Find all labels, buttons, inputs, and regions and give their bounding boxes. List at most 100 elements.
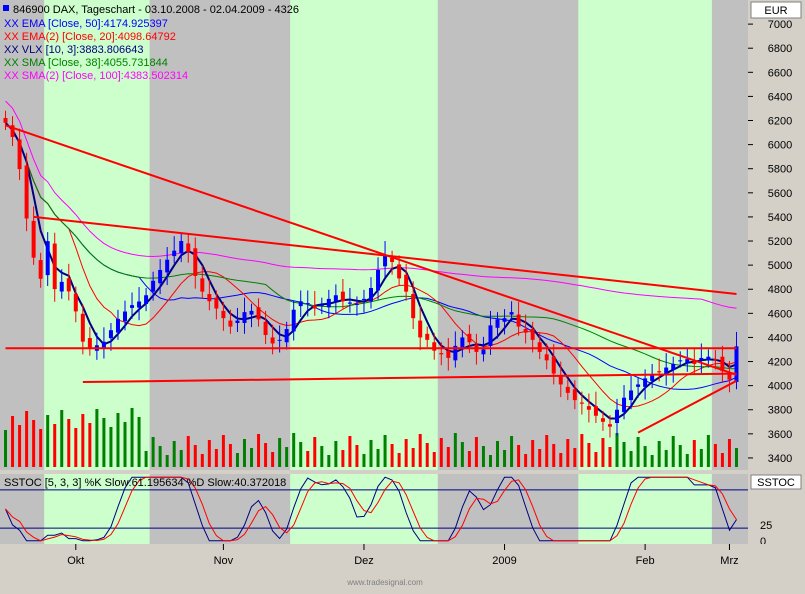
candle-body (80, 313, 85, 342)
candle-body (713, 359, 718, 361)
price-tick-label: 4000 (768, 381, 792, 393)
volume-bar (151, 437, 155, 467)
volume-bar (102, 418, 106, 467)
candle-body (727, 373, 732, 380)
volume-bar (165, 455, 169, 467)
candle-body (411, 294, 416, 319)
price-tick-label: 3600 (768, 429, 792, 441)
volume-bar (545, 435, 549, 467)
candle-body (235, 320, 240, 323)
candle-body (397, 264, 402, 279)
oscillator-legend: SSTOC [5, 3, 3] %K Slow:61.195634 %D Slo… (4, 477, 286, 489)
volume-bar (228, 444, 232, 467)
candle-body (186, 243, 191, 252)
currency-box (750, 1, 802, 19)
month-band (290, 0, 438, 470)
volume-bar (285, 447, 289, 467)
candle-body (31, 220, 36, 258)
volume-bar (706, 435, 710, 467)
month-band (578, 474, 712, 544)
volume-bar (179, 450, 183, 467)
candle-body (284, 329, 289, 343)
volume-bar (186, 436, 190, 467)
oscillator-tick-label: 0 (760, 536, 766, 548)
candle-body (130, 305, 135, 308)
volume-bar (531, 440, 535, 467)
trendline (637, 379, 737, 434)
volume-bar (573, 448, 577, 467)
volume-bar (503, 450, 507, 467)
price-tick-label: 3800 (768, 405, 792, 417)
chart-title: 846900 DAX, Tageschart - 03.10.2008 - 02… (13, 4, 299, 16)
price-panel[interactable] (0, 0, 748, 470)
volume-bar (362, 454, 366, 467)
candle-body (256, 307, 261, 320)
candle-body (59, 281, 64, 292)
date-tick-label: Mrz (720, 555, 738, 567)
oscillator-month-bands (44, 474, 712, 544)
price-tick-label: 4200 (768, 357, 792, 369)
price-tick-label: 6800 (768, 43, 792, 55)
trendlines (5, 124, 737, 434)
candle-body (586, 406, 591, 410)
volume-bar (467, 451, 471, 467)
volume-bar (242, 439, 246, 467)
volume-bar (67, 419, 71, 467)
candle-body (123, 311, 127, 322)
oscillator-panel[interactable]: SSTOC [5, 3, 3] %K Slow:61.195634 %D Slo… (0, 474, 748, 544)
candle-body (291, 309, 296, 332)
price-tick-label: 4600 (768, 308, 792, 320)
candle-body (101, 341, 106, 348)
panel-separator (0, 470, 805, 474)
candle-body (305, 303, 310, 305)
candle-body (558, 376, 563, 385)
volume-bar (390, 444, 394, 467)
candle-body (390, 257, 395, 262)
candle-body (38, 260, 43, 279)
candle-body (692, 361, 697, 364)
volume-bar (460, 442, 464, 467)
price-tick-label: 6200 (768, 116, 792, 128)
candle-body (193, 248, 198, 276)
price-tick-label: 5400 (768, 212, 792, 224)
volume-bar (376, 449, 380, 467)
candle-body (376, 269, 381, 291)
volume-bar (664, 450, 668, 467)
volume-bar (418, 434, 422, 467)
candle-body (509, 312, 514, 315)
candle-body (52, 243, 57, 290)
volume-bar (552, 444, 556, 467)
candle-body (165, 259, 170, 273)
volume-bar (334, 441, 338, 467)
candle-body (734, 346, 739, 383)
candle-body (270, 337, 275, 344)
candle-body (657, 371, 662, 373)
candle-body (453, 345, 458, 361)
candle-body (671, 363, 676, 370)
volume-bar (271, 452, 275, 467)
volume-bar (432, 452, 436, 467)
volume-bar (622, 442, 626, 467)
price-tick-label: 7000 (768, 19, 792, 31)
volume-bar (327, 455, 331, 467)
date-tick-label: Okt (67, 555, 84, 567)
volume-bar (369, 440, 373, 467)
candle-body (685, 359, 690, 363)
indicator-legend-item: XX SMA(2) [Close, 100]:4383.502314 (4, 70, 188, 82)
candle-body (3, 117, 8, 123)
oscillator-axis: SSTOC 0 25 (748, 474, 805, 548)
volume-bar (95, 409, 99, 467)
candle-body (151, 280, 156, 292)
candle-body (650, 374, 655, 381)
month-band (290, 474, 438, 544)
oscillator-name: SSTOC (757, 477, 795, 489)
candle-body (158, 269, 163, 284)
volume-bar (538, 449, 542, 467)
candle-body (467, 333, 472, 343)
candle-body (636, 384, 641, 387)
volume-bar (116, 413, 120, 467)
price-tick-label: 5000 (768, 260, 792, 272)
volume-bar (692, 440, 696, 467)
candle-body (425, 333, 430, 340)
